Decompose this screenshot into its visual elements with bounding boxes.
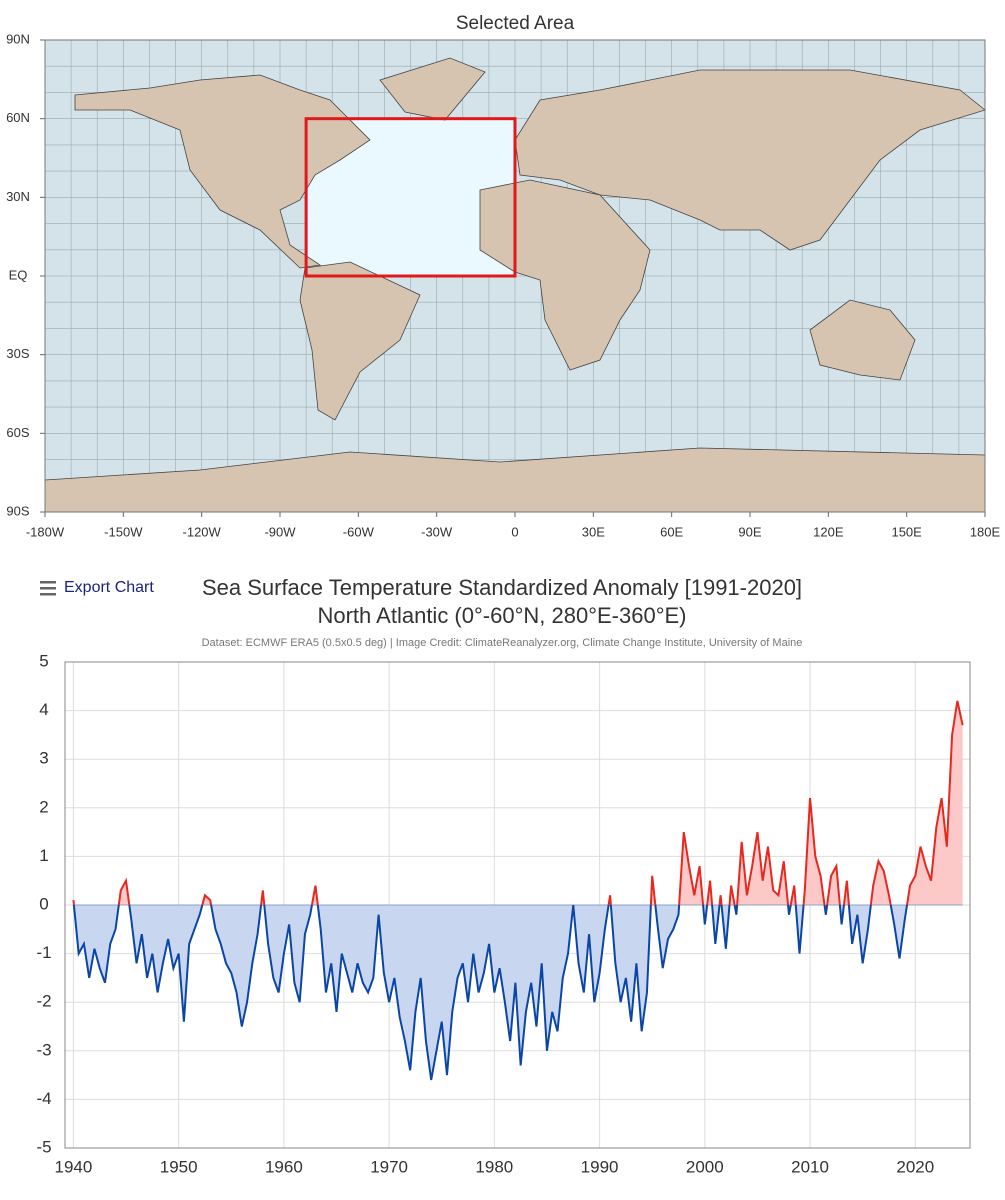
y-tick-label: -5 [36,1137,51,1156]
y-tick-label: -2 [36,992,51,1011]
y-tick-label: 60N [6,110,30,125]
x-tick-label: -180W [26,524,65,539]
y-tick-label: 30N [6,189,30,204]
y-tick-label: -1 [36,943,51,962]
chart-subtitle: North Atlantic (0°-60°N, 280°E-360°E) [317,603,686,628]
greenland [379,57,486,121]
menu-icon[interactable] [40,587,56,590]
x-tick-label: 120E [813,524,844,539]
y-tick-label: 3 [39,749,48,768]
region-box [304,117,517,278]
menu-icon[interactable] [40,581,56,584]
x-tick-label: 1990 [581,1157,619,1176]
x-tick-label: 180E [970,524,1001,539]
eurasia [514,69,985,251]
x-tick-label: 1950 [160,1157,198,1176]
y-tick-label: 90S [6,503,29,518]
x-tick-label: 150E [891,524,922,539]
x-tick-label: 1960 [265,1157,303,1176]
antarctica [45,447,985,512]
plot-frame [64,661,971,1149]
x-tick-label: -120W [183,524,222,539]
x-tick-label: 90E [738,524,761,539]
chart-grid [65,661,970,1149]
x-tick-label: -30W [421,524,453,539]
x-tick-label: 0 [511,524,518,539]
x-tick-label: -90W [264,524,296,539]
map-frame [44,39,986,513]
line-above [72,700,964,905]
y-tick-label: 5 [39,651,48,670]
y-tick-label: 1 [39,846,48,865]
y-tick-label: EQ [9,267,28,282]
x-tick-label: -60W [343,524,375,539]
north-america [74,74,371,269]
area-below [73,905,963,1080]
x-tick-label: 1940 [55,1157,93,1176]
line-below [72,905,909,1081]
export-button[interactable]: Export Chart [40,579,154,596]
chart-title: Sea Surface Temperature Standardized Ano… [202,575,802,600]
y-tick-label: 60S [6,425,29,440]
credit: Dataset: ECMWF ERA5 (0.5x0.5 deg) | Imag… [202,637,803,649]
x-tick-label: 1970 [370,1157,408,1176]
menu-icon[interactable] [40,593,56,596]
x-tick-label: 60E [660,524,683,539]
land [45,57,985,512]
y-tick-label: -3 [36,1040,51,1059]
y-tick-label: 30S [6,346,29,361]
south-america [299,261,421,421]
x-tick-label: 2000 [686,1157,724,1176]
export-label[interactable]: Export Chart [64,579,154,596]
y-tick-label: -4 [36,1089,51,1108]
x-tick-label: 2010 [791,1157,829,1176]
y-tick-label: 0 [39,894,48,913]
x-tick-label: 30E [582,524,605,539]
y-tick-label: 90N [6,31,30,46]
series [72,700,964,1081]
x-tick-label: 1980 [475,1157,513,1176]
y-tick-label: 2 [39,797,48,816]
x-tick-label: 2020 [896,1157,934,1176]
region-outline [304,117,517,278]
y-tick-label: 4 [39,700,48,719]
x-tick-label: -150W [104,524,143,539]
map-title: Selected Area [456,13,575,34]
australia [809,299,916,381]
